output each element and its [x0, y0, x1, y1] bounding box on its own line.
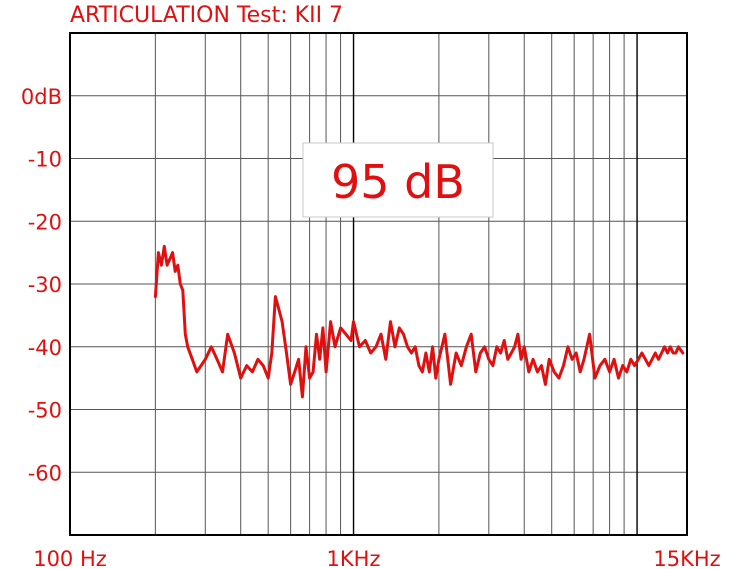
plot-frame — [69, 32, 688, 536]
x-tick-label: 15KHz — [653, 547, 720, 569]
x-tick-labels: 100 Hz 1KHz 15KHz — [33, 547, 720, 569]
y-tick-labels: 0dB -10 -20 -30 -40 -50 -60 — [21, 85, 62, 486]
y-tick-label: -40 — [28, 336, 62, 360]
y-tick-label: 0dB — [21, 85, 62, 109]
grid — [70, 33, 687, 535]
y-tick-label: -30 — [28, 273, 62, 297]
x-tick-label: 100 Hz — [33, 547, 107, 569]
annotation-box — [302, 142, 494, 218]
x-tick-label: 1KHz — [327, 547, 381, 569]
level-annotation: 95 dB — [302, 142, 494, 218]
y-tick-label: -10 — [28, 148, 62, 172]
annotation-text: 95 dB — [331, 155, 465, 209]
y-tick-label: -60 — [28, 461, 62, 485]
y-tick-label: -50 — [28, 399, 62, 423]
series-line — [153, 244, 685, 399]
series-group — [153, 244, 685, 399]
y-tick-label: -20 — [28, 210, 62, 234]
chart-title: ARTICULATION Test: KII 7 — [70, 3, 343, 28]
